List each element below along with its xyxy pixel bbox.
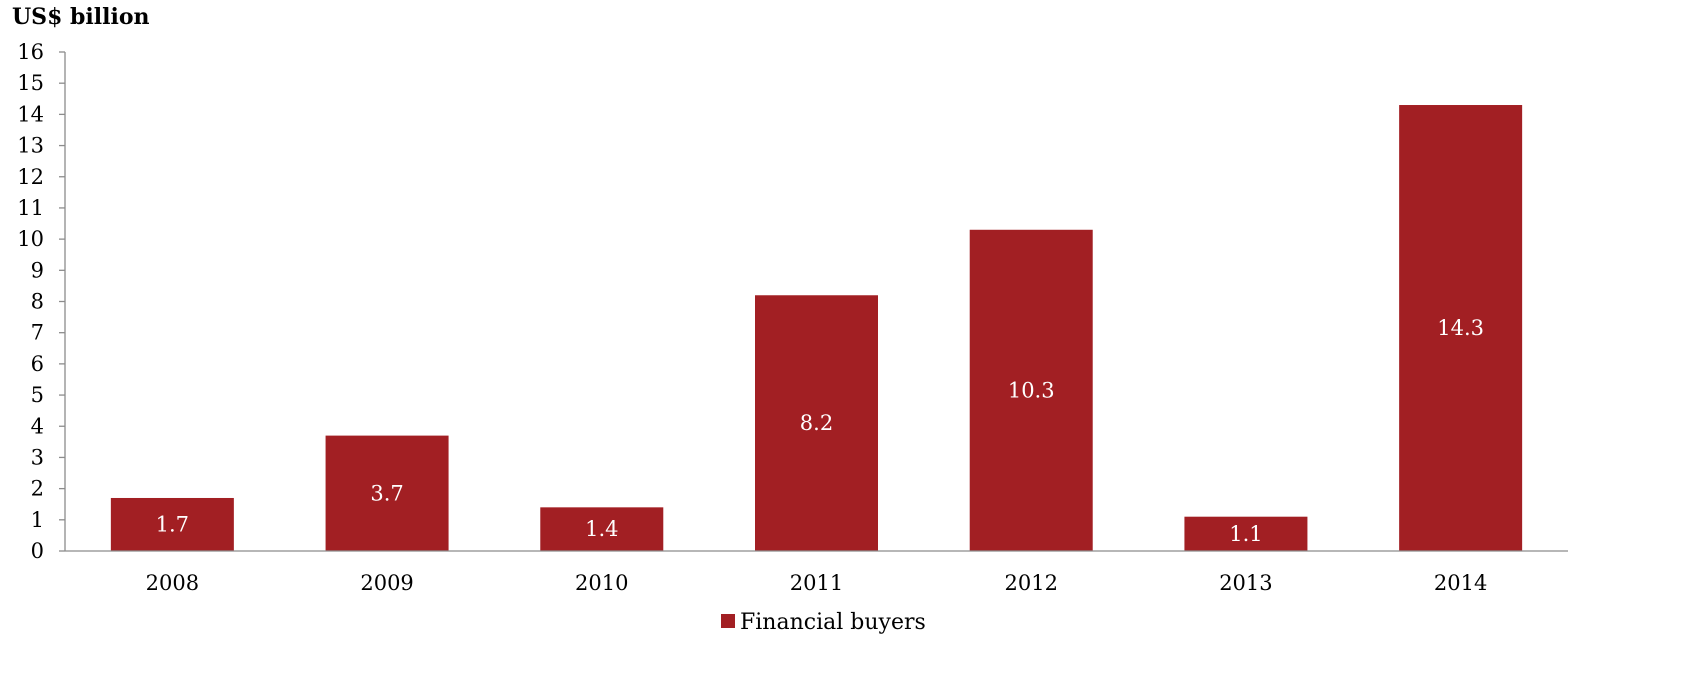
y-tick-label: 1 bbox=[31, 508, 44, 532]
bar-2010 bbox=[540, 507, 664, 551]
y-axis-title: US$ billion bbox=[12, 4, 150, 30]
legend-swatch-financial-buyers bbox=[721, 614, 735, 628]
bar-2011 bbox=[755, 295, 878, 551]
y-tick-label: 8 bbox=[31, 290, 44, 314]
data-label-2014: 14.3 bbox=[1437, 316, 1484, 340]
x-axis: 2008 2009 2010 2011 2012 2013 2014 bbox=[65, 550, 1568, 595]
y-tick-label: 15 bbox=[17, 71, 44, 95]
y-tick-label: 5 bbox=[31, 383, 44, 407]
bar-2012 bbox=[969, 229, 1093, 552]
y-tick-label: 2 bbox=[31, 477, 44, 501]
bar-2014 bbox=[1399, 105, 1523, 552]
data-label-2012: 10.3 bbox=[1008, 378, 1055, 402]
y-tick-label: 6 bbox=[31, 352, 44, 376]
bar-2008 bbox=[110, 497, 234, 551]
y-tick-label: 12 bbox=[17, 165, 44, 189]
data-label-2009: 3.7 bbox=[370, 481, 403, 505]
x-tick-label-2012: 2012 bbox=[1004, 571, 1057, 595]
x-tick-label-2009: 2009 bbox=[360, 571, 413, 595]
y-tick-label: 0 bbox=[31, 539, 44, 563]
data-label-2010: 1.4 bbox=[585, 517, 618, 541]
x-tick-label-2014: 2014 bbox=[1434, 571, 1487, 595]
y-tick-label: 13 bbox=[17, 134, 44, 158]
data-label-2013: 1.1 bbox=[1229, 522, 1262, 546]
bar-2013 bbox=[1184, 516, 1308, 551]
x-tick-label-2008: 2008 bbox=[146, 571, 199, 595]
data-label-2011: 8.2 bbox=[800, 411, 833, 435]
data-label-2008: 1.7 bbox=[156, 512, 189, 536]
legend: Financial buyers bbox=[721, 610, 926, 635]
y-tick-label: 4 bbox=[31, 414, 44, 438]
x-tick-label-2010: 2010 bbox=[575, 571, 628, 595]
y-tick-label: 14 bbox=[17, 102, 44, 126]
x-tick-label-2011: 2011 bbox=[790, 571, 843, 595]
y-tick-label: 16 bbox=[17, 40, 44, 64]
y-tick-label: 3 bbox=[31, 445, 44, 469]
bar-series: 1.7 3.7 1.4 8.2 10.3 1.1 14.3 bbox=[110, 105, 1523, 552]
bar-2009 bbox=[325, 435, 449, 551]
y-tick-label: 10 bbox=[17, 227, 44, 251]
y-tick-label: 7 bbox=[31, 321, 44, 345]
y-tick-label: 9 bbox=[31, 258, 44, 282]
legend-label-financial-buyers: Financial buyers bbox=[740, 610, 926, 635]
y-tick-label: 11 bbox=[17, 196, 44, 220]
x-tick-label-2013: 2013 bbox=[1219, 571, 1272, 595]
